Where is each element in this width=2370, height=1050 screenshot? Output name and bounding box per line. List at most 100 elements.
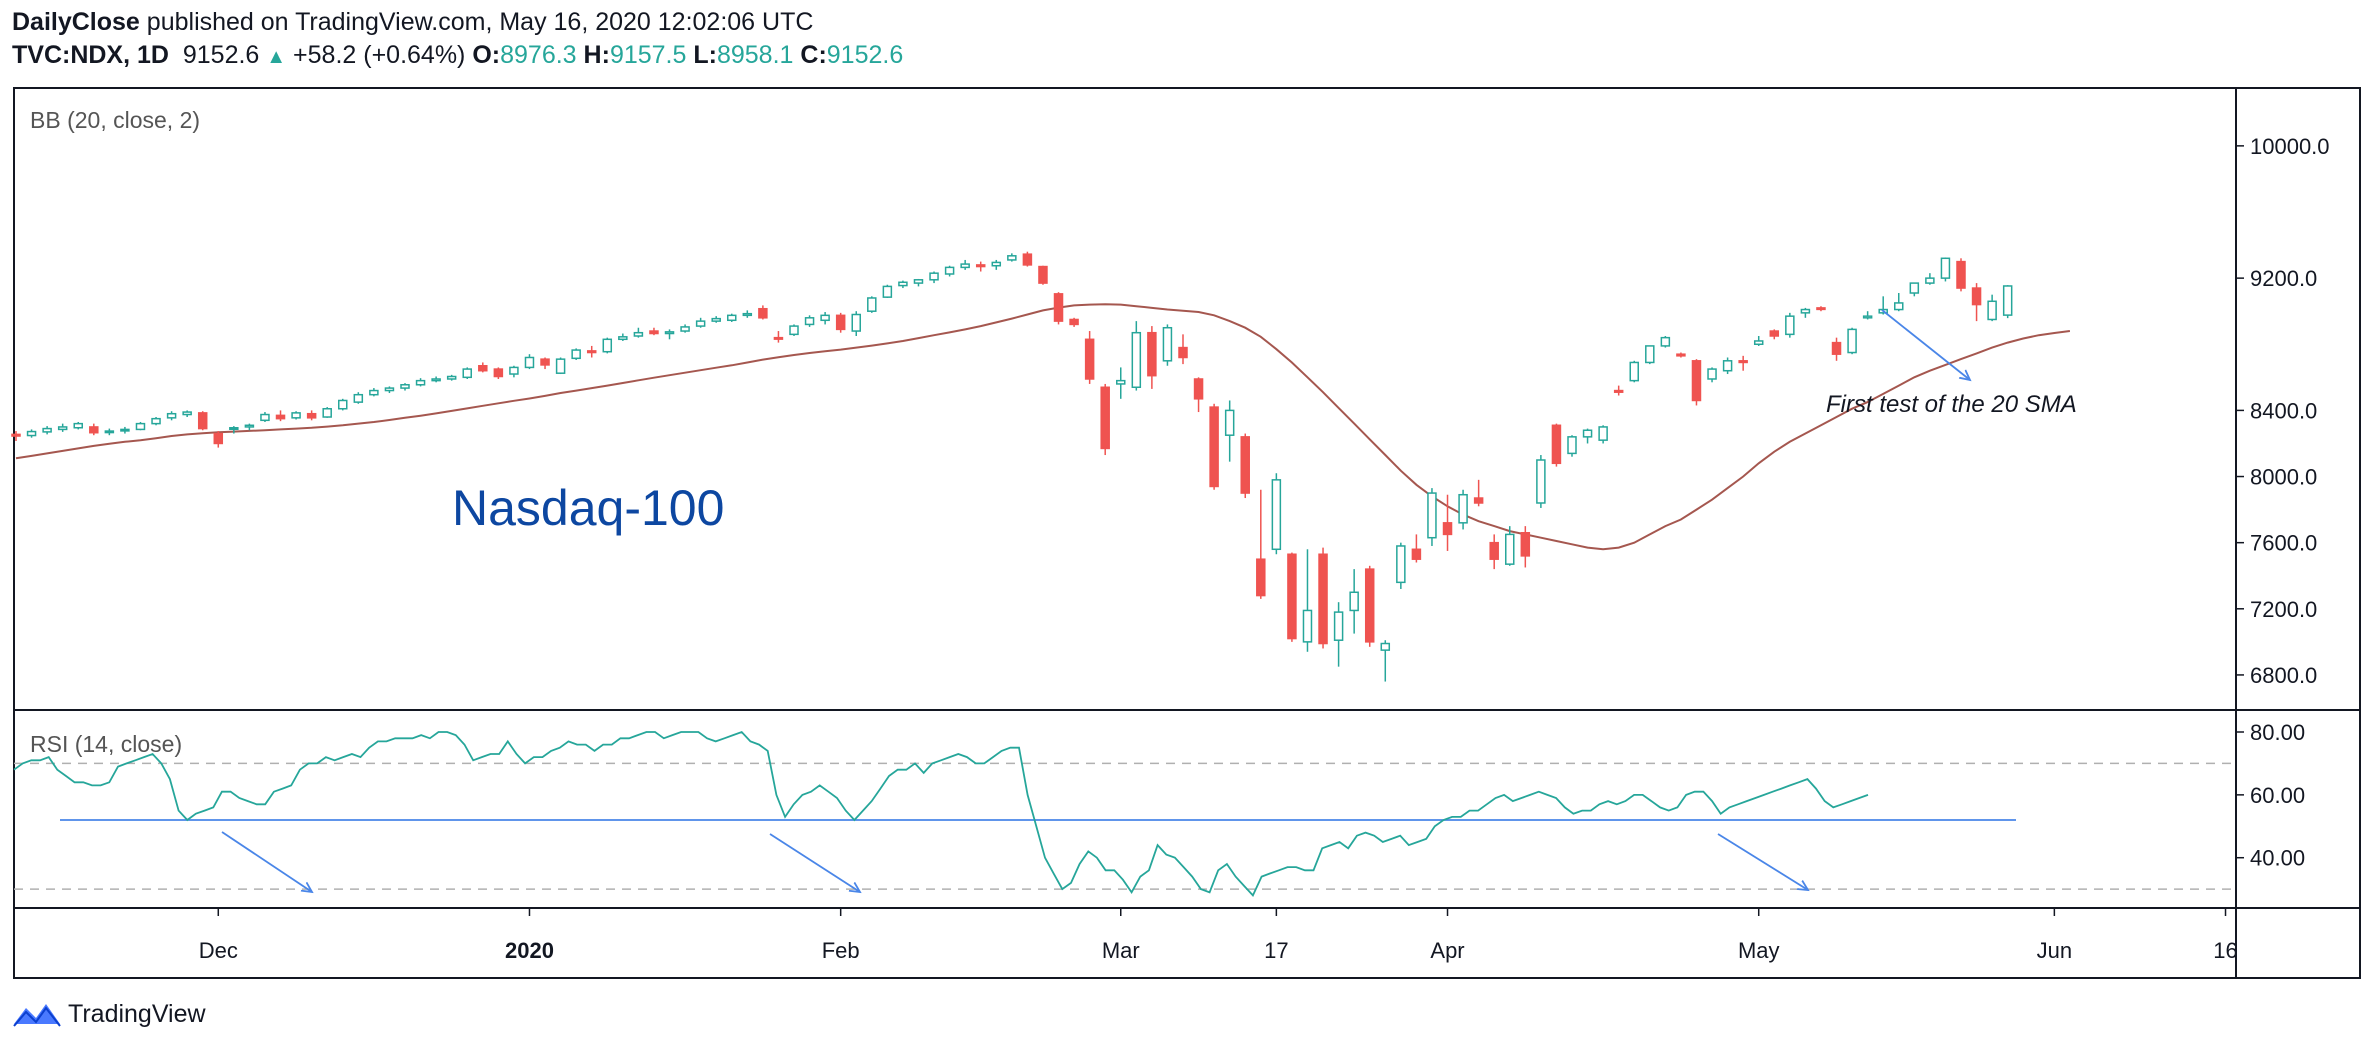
- candle-body: [493, 368, 504, 378]
- candle-up: [727, 313, 737, 322]
- outer-border: [13, 87, 2361, 979]
- candle-body: [1971, 287, 1982, 306]
- candle-up: [415, 378, 426, 387]
- candle-down: [1691, 359, 1702, 406]
- open-label: O:: [472, 41, 501, 69]
- candle-body: [1442, 522, 1453, 536]
- candle-up: [898, 280, 908, 289]
- candle-body: [1551, 424, 1562, 465]
- candle-down: [1084, 331, 1095, 384]
- chart-title: Nasdaq-100: [452, 480, 724, 536]
- candle-body: [540, 358, 550, 366]
- candle-down: [1489, 534, 1499, 570]
- candle-body: [229, 427, 239, 431]
- rsi-y-tick-label: 40.00: [2250, 846, 2305, 871]
- rsi-arrow: [221, 831, 312, 892]
- candle-down: [89, 423, 99, 436]
- candle-body: [1738, 360, 1748, 364]
- sma-20-line: [15, 303, 2071, 551]
- candle-up: [524, 354, 535, 370]
- candle-up: [711, 316, 721, 323]
- rsi-arrow: [1717, 833, 1808, 890]
- candle-body: [898, 281, 908, 287]
- candle-up: [1567, 435, 1577, 457]
- candle-body: [1816, 307, 1826, 311]
- candle-body: [1660, 336, 1671, 347]
- candle-body: [151, 417, 161, 425]
- candle-body: [913, 279, 924, 284]
- candle-body: [1162, 326, 1173, 362]
- candle-up: [151, 417, 161, 426]
- candle-down: [1318, 547, 1328, 649]
- candle-up: [571, 348, 581, 360]
- candle-up: [944, 265, 955, 277]
- candle-up: [462, 367, 472, 379]
- candle-body: [773, 336, 784, 340]
- candle-up: [1660, 336, 1671, 348]
- candle-body: [1147, 331, 1157, 377]
- candle-body: [2002, 285, 2013, 316]
- candle-body: [1333, 611, 1344, 641]
- candle-body: [1271, 479, 1282, 551]
- x-tick-label: Dec: [199, 938, 238, 963]
- low-label: L:: [693, 41, 717, 69]
- candle-body: [1707, 368, 1717, 380]
- candle-up: [431, 376, 441, 383]
- candle-body: [555, 358, 566, 374]
- close-label: C:: [800, 41, 827, 69]
- candle-body: [1396, 545, 1406, 584]
- candle-body: [260, 413, 270, 422]
- candle-body: [291, 412, 301, 419]
- candle-body: [11, 433, 21, 437]
- candle-body: [1520, 531, 1531, 557]
- candle-down: [1473, 479, 1484, 507]
- candle-up: [73, 421, 83, 430]
- price-y-tick-label: 7200.0: [2250, 597, 2317, 622]
- tradingview-brand: TradingView: [68, 999, 206, 1028]
- candle-down: [1613, 385, 1624, 396]
- candle-body: [851, 313, 861, 332]
- candle-body: [57, 426, 68, 431]
- x-tick-label: May: [1738, 938, 1780, 963]
- tradingview-logo[interactable]: TradingView: [12, 998, 206, 1030]
- candle-body: [975, 264, 986, 268]
- candle-body: [1489, 541, 1499, 560]
- candle-body: [400, 384, 410, 389]
- candle-body: [711, 317, 721, 322]
- candle-up: [1629, 360, 1639, 383]
- candle-down: [1769, 329, 1780, 340]
- candle-down: [306, 410, 317, 421]
- candle-up: [789, 324, 799, 336]
- candle-body: [1613, 389, 1624, 393]
- x-tick-label: 2020: [505, 938, 554, 963]
- candle-up: [353, 392, 364, 404]
- candle-body: [1691, 360, 1702, 402]
- candle-body: [353, 393, 364, 403]
- annotation-text: First test of the 20 SMA: [1826, 391, 2077, 418]
- candle-down: [1816, 306, 1826, 312]
- candle-up: [742, 310, 753, 318]
- candle-body: [867, 297, 877, 312]
- publisher-name[interactable]: DailyClose: [12, 8, 140, 36]
- candle-body: [1956, 260, 1966, 289]
- candle-up: [1925, 273, 1935, 285]
- candle-up: [229, 426, 239, 434]
- candle-up: [1598, 425, 1608, 444]
- candle-down: [649, 327, 659, 336]
- candle-body: [820, 314, 830, 322]
- candle-body: [1909, 282, 1920, 294]
- candle-body: [1505, 533, 1515, 565]
- candle-body: [1427, 492, 1437, 539]
- candle-body: [213, 432, 224, 445]
- candle-body: [1473, 497, 1484, 504]
- candle-body: [1193, 378, 1204, 400]
- candle-up: [1224, 400, 1235, 462]
- x-tick-label: Mar: [1102, 938, 1140, 963]
- price-y-tick-label: 8400.0: [2250, 398, 2317, 423]
- candle-up: [446, 374, 457, 381]
- candle-up: [2002, 285, 2013, 319]
- candle-up: [1271, 473, 1282, 555]
- candle-body: [1567, 436, 1577, 455]
- candle-up: [1427, 488, 1437, 546]
